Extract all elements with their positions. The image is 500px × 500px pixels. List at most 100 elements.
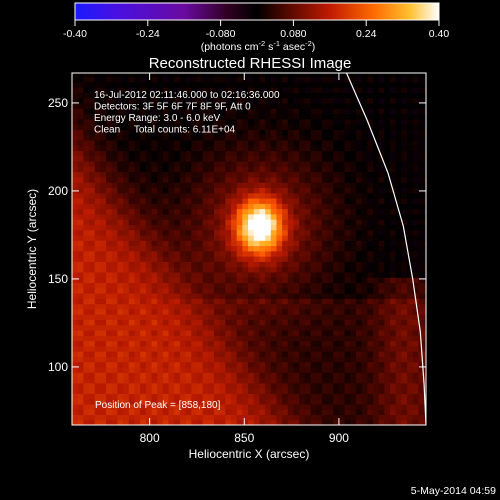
heatmap-cell xyxy=(248,293,255,299)
heatmap-cell xyxy=(344,414,351,421)
heatmap-cell xyxy=(106,403,113,410)
heatmap-cell xyxy=(225,124,232,130)
heatmap-cell xyxy=(72,219,79,225)
heatmap-cell xyxy=(259,240,266,247)
heatmap-cell xyxy=(282,308,289,315)
heatmap-cell xyxy=(162,335,170,342)
heatmap-cell xyxy=(162,345,170,352)
heatmap-cell xyxy=(401,155,408,162)
heatmap-cell xyxy=(242,398,249,405)
heatmap-cell xyxy=(208,81,215,88)
heatmap-cell xyxy=(321,182,329,188)
heatmap-cell xyxy=(145,351,153,357)
heatmap-cell xyxy=(77,314,84,320)
heatmap-cell xyxy=(162,377,170,384)
heatmap-cell xyxy=(196,419,204,425)
heatmap-cell xyxy=(77,192,84,199)
heatmap-cell xyxy=(213,314,221,320)
heatmap-cell xyxy=(412,224,420,231)
heatmap-cell xyxy=(111,150,119,157)
heatmap-cell xyxy=(344,409,351,416)
heatmap-cell xyxy=(162,372,170,379)
heatmap-cell xyxy=(390,361,397,368)
heatmap-cell xyxy=(208,345,215,352)
heatmap-cell xyxy=(145,329,153,336)
heatmap-cell xyxy=(248,219,255,225)
heatmap-cell xyxy=(378,303,385,310)
heatmap-cell xyxy=(316,76,323,83)
heatmap-cell xyxy=(407,351,414,357)
heatmap-cell xyxy=(111,351,119,357)
heatmap-cell xyxy=(310,73,317,78)
heatmap-cell xyxy=(304,102,312,109)
heatmap-cell xyxy=(191,393,198,400)
heatmap-cell xyxy=(390,403,397,410)
heatmap-cell xyxy=(265,203,272,210)
heatmap-cell xyxy=(236,293,243,299)
heatmap-cell xyxy=(372,351,380,357)
heatmap-cell xyxy=(418,398,425,405)
heatmap-cell xyxy=(111,345,119,352)
heatmap-cell xyxy=(395,224,402,231)
heatmap-cell xyxy=(111,118,119,125)
heatmap-cell xyxy=(83,197,90,204)
heatmap-cell xyxy=(378,118,385,125)
heatmap-cell xyxy=(89,351,96,357)
heatmap-cell xyxy=(100,388,107,394)
heatmap-cell xyxy=(344,250,351,257)
heatmap-cell xyxy=(111,145,119,152)
heatmap-cell xyxy=(378,81,385,88)
heatmap-cell xyxy=(390,377,397,384)
heatmap-cell xyxy=(333,287,340,294)
heatmap-cell xyxy=(94,92,101,99)
heatmap-cell xyxy=(333,298,340,305)
heatmap-cell xyxy=(236,261,243,268)
heatmap-cell xyxy=(100,366,107,373)
heatmap-cell xyxy=(242,76,249,83)
heatmap-cell xyxy=(310,102,317,109)
heatmap-cell xyxy=(310,187,317,194)
heatmap-cell xyxy=(185,161,192,167)
heatmap-cell xyxy=(89,282,96,289)
heatmap-cell xyxy=(344,382,351,389)
heatmap-cell xyxy=(287,361,295,368)
heatmap-cell xyxy=(231,208,238,215)
heatmap-cell xyxy=(72,224,79,231)
heatmap-cell xyxy=(321,403,329,410)
heatmap-cell xyxy=(208,388,215,394)
heatmap-cell xyxy=(128,87,136,93)
heatmap-cell xyxy=(401,324,408,331)
heatmap-cell xyxy=(270,224,278,231)
heatmap-cell xyxy=(321,398,329,405)
heatmap-cell xyxy=(128,329,136,336)
heatmap-cell xyxy=(372,256,380,262)
heatmap-cell xyxy=(185,155,192,162)
heatmap-cell xyxy=(316,419,323,425)
heatmap-cell xyxy=(162,176,170,183)
heatmap-cell xyxy=(151,372,158,379)
heatmap-cell xyxy=(418,298,425,305)
heatmap-cell xyxy=(316,303,323,310)
heatmap-cell xyxy=(236,250,243,257)
heatmap-cell xyxy=(407,224,414,231)
heatmap-cell xyxy=(111,92,119,99)
heatmap-cell xyxy=(287,388,295,394)
heatmap-cell xyxy=(219,298,226,305)
heatmap-cell xyxy=(77,345,84,352)
heatmap-cell xyxy=(418,118,425,125)
heatmap-cell xyxy=(253,234,261,241)
heatmap-cell xyxy=(395,203,402,210)
heatmap-cell xyxy=(100,182,107,188)
heatmap-cell xyxy=(174,356,181,363)
heatmap-cell xyxy=(236,192,243,199)
heatmap-cell xyxy=(174,366,181,373)
heatmap-cell xyxy=(401,139,408,146)
heatmap-cell xyxy=(100,345,107,352)
heatmap-cell xyxy=(111,213,119,220)
heatmap-cell xyxy=(72,324,79,331)
heatmap-cell xyxy=(202,208,209,215)
heatmap-cell xyxy=(299,250,306,257)
heatmap-cell xyxy=(316,250,323,257)
heatmap-cell xyxy=(282,303,289,310)
heatmap-cell xyxy=(213,361,221,368)
